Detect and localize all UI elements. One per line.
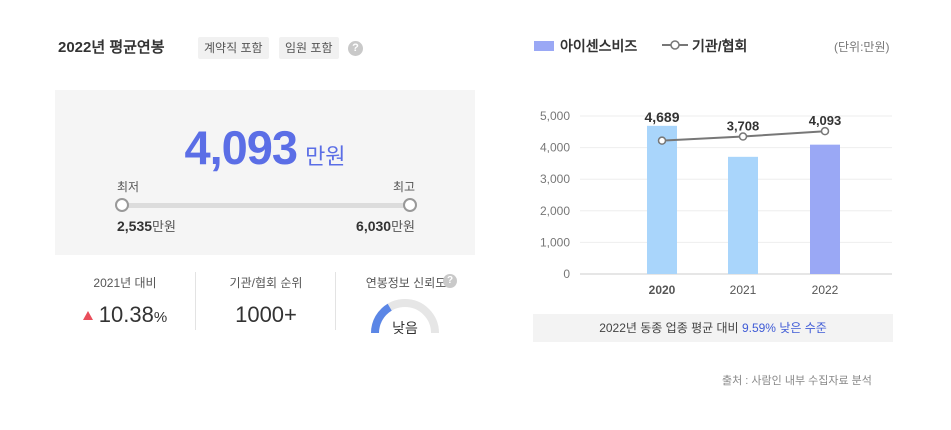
reliability-gauge (371, 299, 439, 334)
salary-range-track (122, 203, 410, 208)
industry-comparison-summary: 2022년 동종 업종 평균 대비 9.59% 낮은 수준 (533, 314, 893, 342)
max-marker (403, 198, 417, 212)
max-label: 최고 (393, 180, 416, 194)
legend-company-label: 아이센스비즈 (560, 38, 638, 54)
x-tick-label: 2021 (730, 283, 757, 297)
legend-bar-swatch (534, 41, 554, 51)
y-tick-label: 1,000 (540, 235, 570, 249)
min-salary-value: 2,535 (117, 218, 153, 234)
summary-suffix: 낮은 수준 (779, 321, 827, 335)
legend-industry-label: 기관/협회 (692, 38, 748, 54)
y-tick-label: 3,000 (540, 172, 570, 186)
max-salary-unit: 만원 (391, 219, 415, 234)
summary-prefix: 2022년 동종 업종 평균 대비 (599, 321, 739, 335)
contract-included-chip: 계약직 포함 (198, 37, 269, 59)
summary-percent: 9.59% (741, 321, 776, 335)
reliability-label: 연봉정보 신뢰도 (365, 276, 447, 290)
industry-average-point (657, 136, 667, 145)
page-title: 2022년 평균연봉 (58, 39, 165, 56)
bar (647, 125, 677, 274)
stat-divider (195, 272, 196, 330)
y-tick-label: 0 (563, 267, 570, 281)
industry-average-point (738, 132, 748, 141)
average-salary-unit: 만원 (305, 144, 346, 169)
reliability-value: 낮음 (392, 320, 418, 336)
help-icon[interactable]: ? (443, 274, 457, 288)
gauge-fill (371, 303, 392, 334)
data-label: 3,708 (727, 119, 760, 134)
yoy-change-percent: % (153, 309, 168, 326)
average-salary-value: 4,093 (184, 121, 298, 174)
average-salary-panel: 4,093 만원 최저 최고 2,535만원 6,030만원 (55, 90, 475, 255)
min-marker (115, 198, 129, 212)
yoy-label: 2021년 대비 (93, 276, 157, 290)
y-tick-label: 2,000 (540, 204, 570, 218)
source-note: 출처 : 사람인 내부 수집자료 분석 (722, 375, 872, 387)
yoy-change-value: 10.38 (98, 302, 154, 327)
rank-label: 기관/협회 순위 (229, 276, 303, 290)
y-tick-label: 4,000 (540, 141, 570, 155)
help-icon[interactable]: ? (348, 41, 363, 56)
executive-included-chip: 임원 포함 (279, 37, 339, 59)
data-label: 4,093 (809, 113, 842, 128)
up-arrow-icon (82, 311, 93, 320)
min-salary: 2,535만원 (117, 216, 176, 235)
stat-divider (335, 272, 336, 330)
x-tick-label: 2020 (649, 283, 676, 297)
data-label: 4,689 (644, 109, 679, 125)
industry-average-point (820, 126, 830, 136)
bar (810, 144, 840, 274)
rank-value: 1000+ (235, 302, 297, 327)
bar (728, 156, 758, 274)
min-label: 최저 (117, 180, 140, 194)
max-salary-value: 6,030 (356, 218, 392, 234)
x-tick-label: 2022 (812, 283, 839, 297)
average-salary: 4,093 만원 (55, 120, 475, 175)
salary-chart: 0 1,000 2,000 3,000 4,000 5,000 2020 2021 2022 4,… (540, 109, 892, 297)
yoy-change: 10.38% (55, 302, 195, 328)
min-salary-unit: 만원 (152, 219, 176, 234)
legend-line-icon (662, 40, 688, 50)
unit-note: (단위:만원) (834, 40, 890, 54)
max-salary: 6,030만원 (345, 216, 415, 235)
y-tick-label: 5,000 (540, 109, 570, 123)
